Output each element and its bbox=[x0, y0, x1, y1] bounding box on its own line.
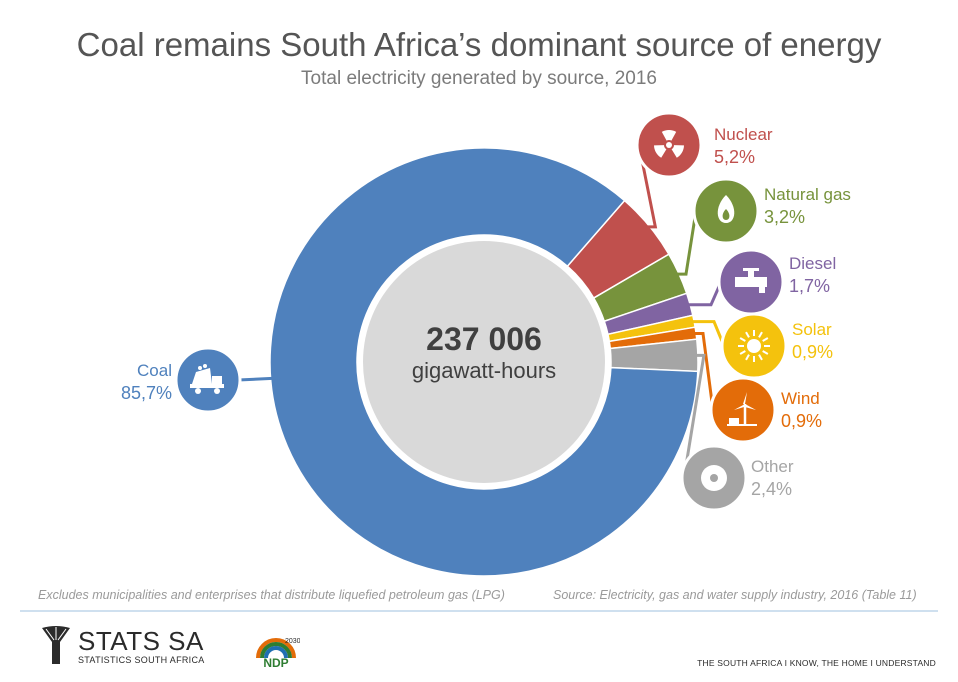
footnote-exclusion: Excludes municipalities and enterprises … bbox=[38, 588, 505, 602]
label-coal-value: 85,7% bbox=[121, 383, 172, 403]
stats-sa-logo-icon bbox=[42, 626, 70, 664]
ndp-year: 2030 bbox=[285, 638, 300, 645]
disc-icon bbox=[680, 444, 748, 512]
label-nuclear-value: 5,2% bbox=[714, 147, 755, 167]
ndp-2030-logo: 2030 NDP bbox=[256, 638, 300, 668]
connector-wind bbox=[694, 331, 715, 411]
connector-coal bbox=[237, 376, 281, 382]
label-coal-name: Coal bbox=[137, 361, 172, 380]
coal-truck-icon bbox=[174, 346, 242, 414]
label-diesel-name: Diesel bbox=[789, 254, 836, 273]
center-total-value: 237 006 bbox=[426, 321, 542, 357]
label-solar-name: Solar bbox=[792, 320, 832, 339]
label-other-name: Other bbox=[751, 457, 794, 476]
footer-tagline: THE SOUTH AFRICA I KNOW, THE HOME I UNDE… bbox=[697, 658, 936, 668]
stats-sa-logo-subtitle: STATISTICS SOUTH AFRICA bbox=[78, 655, 205, 665]
label-wind-name: Wind bbox=[781, 389, 820, 408]
connector-nuclear bbox=[637, 144, 658, 229]
label-other-value: 2,4% bbox=[751, 479, 792, 499]
label-nuclear-name: Nuclear bbox=[714, 125, 773, 144]
center-unit-label: gigawatt-hours bbox=[412, 358, 556, 383]
stats-sa-logo-text: STATS SA bbox=[78, 626, 204, 656]
footer-divider bbox=[20, 610, 938, 612]
connector-other bbox=[682, 353, 706, 479]
center-disc bbox=[363, 241, 605, 483]
connector-natural-gas bbox=[676, 210, 698, 276]
chart-title: Coal remains South Africa’s dominant sou… bbox=[76, 26, 882, 63]
label-solar-value: 0,9% bbox=[792, 342, 833, 362]
sun-icon bbox=[720, 312, 788, 380]
chart-subtitle: Total electricity generated by source, 2… bbox=[301, 68, 657, 89]
label-wind-value: 0,9% bbox=[781, 411, 822, 431]
label-natural-gas-name: Natural gas bbox=[764, 185, 851, 204]
connector-solar bbox=[692, 320, 726, 347]
footnote-source: Source: Electricity, gas and water suppl… bbox=[553, 588, 917, 602]
radiation-icon bbox=[635, 111, 703, 179]
ndp-text: NDP bbox=[263, 656, 288, 668]
label-diesel-value: 1,7% bbox=[789, 276, 830, 296]
fuel-tap-icon bbox=[717, 248, 785, 316]
label-natural-gas-value: 3,2% bbox=[764, 207, 805, 227]
wind-turbine-icon bbox=[709, 376, 777, 444]
flame-icon bbox=[692, 177, 760, 245]
slice-coal bbox=[269, 147, 699, 577]
connector-diesel bbox=[688, 281, 723, 307]
